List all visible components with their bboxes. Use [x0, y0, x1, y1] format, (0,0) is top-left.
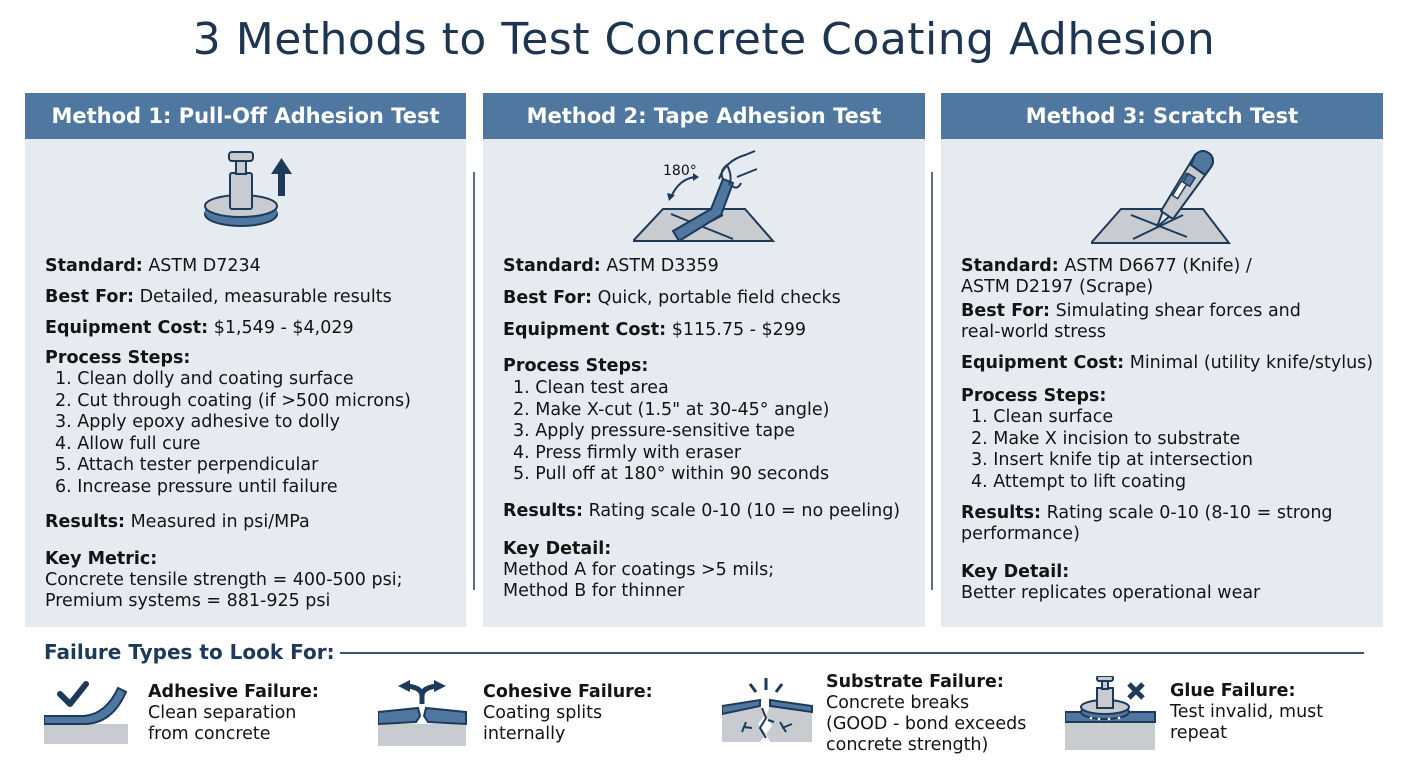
utility-knife-icon	[1088, 149, 1233, 249]
standard-value: ASTM D6677 (Knife) /	[1064, 256, 1252, 276]
results-value: Measured in psi/MPa	[130, 512, 310, 532]
failure-desc: Test invalid, must	[1170, 702, 1324, 722]
pull-off-dolly-icon	[201, 146, 297, 234]
failure-item-substrate: Substrate Failure: Concrete breaks (GOOD…	[721, 672, 1026, 755]
failure-desc: from concrete	[148, 724, 271, 744]
key-metric-line: Premium systems = 881-925 psi	[45, 591, 331, 611]
method-1-panel: Method 1: Pull-Off Adhesion Test Standar…	[25, 93, 466, 627]
failure-item-cohesive: Cohesive Failure: Coating splits interna…	[377, 680, 653, 752]
failure-desc: Clean separation	[148, 703, 297, 723]
adhesive-failure-icon	[44, 681, 128, 744]
key-detail-line: Better replicates operational wear	[961, 583, 1261, 603]
step: 2. Make X-cut (1.5" at 30-45° angle)	[513, 399, 830, 420]
failure-types-divider	[340, 652, 1364, 654]
substrate-failure-icon	[721, 678, 813, 742]
best-for-label: Best For:	[503, 288, 592, 308]
step: 3. Insert knife tip at intersection	[971, 450, 1253, 470]
step: 5. Pull off at 180° within 90 seconds	[513, 464, 830, 484]
process-steps: 1. Clean test area 2. Make X-cut (1.5" a…	[503, 378, 829, 486]
failure-label: Substrate Failure:	[826, 672, 1004, 692]
best-for-label: Best For:	[45, 287, 134, 307]
method-1-header: Method 1: Pull-Off Adhesion Test	[25, 93, 466, 139]
failure-desc: repeat	[1170, 723, 1228, 743]
steps-label: Process Steps:	[45, 348, 191, 368]
step: 2. Make X incision to substrate	[971, 428, 1241, 449]
step: 3. Apply pressure-sensitive tape	[513, 421, 795, 441]
cost-label: Equipment Cost:	[45, 318, 209, 338]
method-3-panel: Method 3: Scratch Test Standard: ASTM D6…	[941, 93, 1383, 627]
step: 1. Clean test area	[513, 378, 669, 398]
cohesive-failure-icon	[377, 680, 467, 746]
results-label: Results:	[503, 501, 583, 521]
cost-label: Equipment Cost:	[961, 353, 1125, 373]
step: 2. Cut through coating (if >500 microns)	[55, 390, 411, 411]
results-label: Results:	[45, 512, 125, 532]
standard-label: Standard:	[961, 256, 1059, 276]
failure-desc: Concrete breaks	[826, 693, 970, 713]
method-2-panel: Method 2: Tape Adhesion Test 180° Standa…	[483, 93, 925, 627]
failure-desc: (GOOD - bond exceeds	[826, 714, 1027, 734]
failure-label: Glue Failure:	[1170, 681, 1296, 701]
failure-label: Adhesive Failure:	[148, 682, 319, 702]
step: 3. Apply epoxy adhesive to dolly	[55, 412, 340, 432]
method-3-header: Method 3: Scratch Test	[941, 93, 1383, 139]
step: 4. Attempt to lift coating	[971, 471, 1187, 492]
angle-label: 180°	[663, 163, 697, 179]
failure-desc: concrete strength)	[826, 735, 989, 755]
step: 1. Clean surface	[971, 407, 1114, 427]
failure-desc: Coating splits	[483, 703, 603, 723]
results-value: Rating scale 0-10 (10 = no peeling)	[588, 501, 901, 521]
failure-desc: internally	[483, 724, 566, 744]
step: 4. Allow full cure	[55, 433, 201, 454]
failure-item-glue: Glue Failure: Test invalid, must repeat	[1064, 675, 1323, 756]
standard-label: Standard:	[503, 256, 601, 276]
process-steps: 1. Clean surface 2. Make X incision to s…	[961, 407, 1253, 493]
key-metric-line: Concrete tensile strength = 400-500 psi;	[45, 570, 403, 590]
best-for-value: Quick, portable field checks	[597, 288, 841, 308]
results-value: Rating scale 0-10 (8-10 = strong	[1046, 503, 1333, 523]
key-metric-label: Key Metric:	[45, 549, 158, 569]
failure-types-title: Failure Types to Look For:	[44, 640, 335, 664]
cost-value: $1,549 - $4,029	[213, 318, 354, 338]
failure-label: Cohesive Failure:	[483, 682, 653, 702]
best-for-value: Detailed, measurable results	[139, 287, 392, 307]
key-detail-label: Key Detail:	[961, 562, 1070, 582]
steps-label: Process Steps:	[961, 386, 1107, 406]
step: 1. Clean dolly and coating surface	[55, 369, 354, 389]
results-label: Results:	[961, 503, 1041, 523]
method-2-header: Method 2: Tape Adhesion Test	[483, 93, 925, 139]
panel-separator	[931, 172, 933, 590]
best-for-value: Simulating shear forces and	[1055, 301, 1301, 321]
process-steps: 1. Clean dolly and coating surface 2. Cu…	[45, 369, 411, 498]
key-detail-line: Method B for thinner	[503, 581, 685, 601]
cost-value: $115.75 - $299	[671, 320, 807, 340]
best-for-label: Best For:	[961, 301, 1050, 321]
step: 6. Increase pressure until failure	[55, 476, 338, 497]
panel-separator	[473, 172, 475, 590]
key-detail-line: Method A for coatings >5 mils;	[503, 560, 775, 580]
cost-value: Minimal (utility knife/stylus)	[1129, 353, 1374, 373]
standard-value: ASTM D3359	[606, 256, 719, 276]
steps-label: Process Steps:	[503, 356, 649, 376]
step: 5. Attach tester perpendicular	[55, 455, 319, 475]
glue-failure-icon	[1064, 675, 1156, 750]
results-value-line2: performance)	[961, 524, 1080, 544]
key-detail-label: Key Detail:	[503, 539, 612, 559]
cost-label: Equipment Cost:	[503, 320, 667, 340]
standard-label: Standard:	[45, 256, 143, 276]
standard-value-line2: ASTM D2197 (Scrape)	[961, 277, 1154, 297]
step: 4. Press firmly with eraser	[513, 442, 742, 463]
standard-value: ASTM D7234	[148, 256, 261, 276]
tape-peel-icon: 180°	[630, 149, 778, 248]
best-for-value-line2: real-world stress	[961, 322, 1107, 342]
page-title: 3 Methods to Test Concrete Coating Adhes…	[192, 14, 1216, 65]
